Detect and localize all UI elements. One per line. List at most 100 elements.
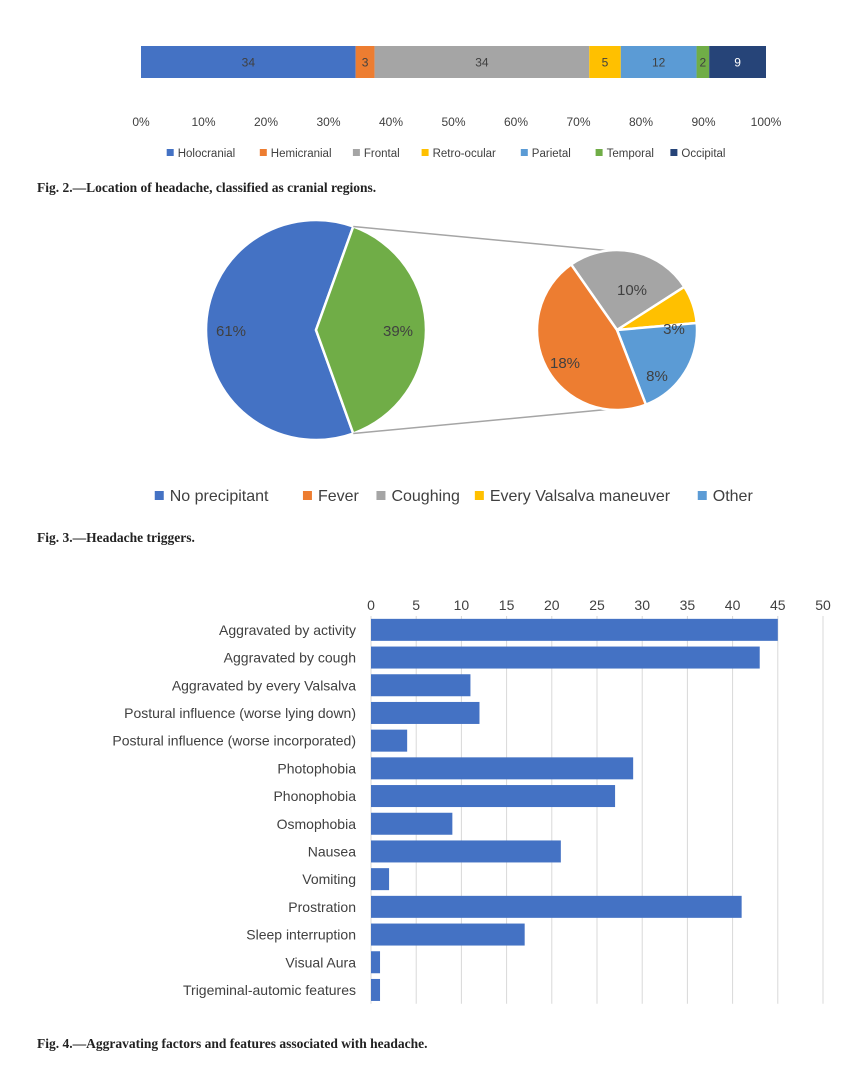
fig4-x-tick-label-1: 5 <box>412 597 420 613</box>
fig3-pie-of-pie-chart: 61% 39% 18% 10% 3% 8% No precipitant Fever Cou… <box>154 218 754 505</box>
fig2-x-tick-label-8: 80% <box>629 115 653 129</box>
fig4-x-tick-label-9: 45 <box>770 597 786 613</box>
fig3-legend-swatch-3 <box>474 491 484 500</box>
fig2-legend-label-5: Temporal <box>607 148 654 160</box>
fig4-category-label-9: Vomiting <box>302 871 356 887</box>
fig2-bar-segment-2 <box>374 46 590 78</box>
fig3-secondary-label-0: 18% <box>550 355 580 372</box>
fig2-bar-segment-0 <box>141 46 356 78</box>
fig4-category-label-8: Nausea <box>308 843 356 859</box>
fig2-bar-value-label-1: 3 <box>362 56 369 70</box>
fig3-legend-swatch-0 <box>154 491 164 500</box>
fig4-category-label-11: Sleep interruption <box>246 927 356 943</box>
fig4-category-label-13: Trigeminal-automic features <box>183 982 356 998</box>
fig4-bar-0 <box>371 618 778 641</box>
fig2-x-tick-label-9: 90% <box>691 115 715 129</box>
fig3-legend-label-4: Other <box>713 488 754 505</box>
fig4-bar-5 <box>371 757 634 780</box>
fig4-gridlines <box>370 616 824 1004</box>
fig3-secondary-label-3: 8% <box>646 368 668 385</box>
fig2-legend-swatch-5 <box>595 149 603 156</box>
fig4-x-tick-label-6: 30 <box>634 597 650 613</box>
fig4-category-label-6: Phonophobia <box>273 788 356 804</box>
fig4-bar-12 <box>371 951 381 974</box>
fig3-secondary-label-1: 10% <box>617 282 647 299</box>
fig4-category-label-2: Aggravated by every Valsalva <box>172 677 356 693</box>
fig3-main-slice-1 <box>314 224 428 436</box>
fig2-legend-label-0: Holocranial <box>178 148 236 160</box>
fig4-x-ticks: 0 5 10 15 20 25 30 35 40 45 50 <box>367 597 831 613</box>
fig2-legend-label-6: Occipital <box>681 148 725 160</box>
fig3-secondary-pie: 18% 10% 3% 8% <box>535 248 699 412</box>
fig2-legend-label-4: Parietal <box>532 148 571 160</box>
fig2-x-tick-label-0: 0% <box>132 115 150 129</box>
fig2-bar-segment-3 <box>589 46 621 78</box>
fig2-legend-label-2: Frontal <box>364 148 400 160</box>
fig2-bar-value-label-5: 2 <box>700 56 707 70</box>
fig2-legend-swatch-2 <box>352 149 360 156</box>
fig4-category-label-3: Postural influence (worse lying down) <box>124 705 356 721</box>
fig3-caption: Fig. 3.—Headache triggers. <box>37 530 195 545</box>
fig2-bar-segment-1 <box>355 46 375 78</box>
fig3-legend-swatch-2 <box>376 491 386 500</box>
fig2-bar-value-label-0: 34 <box>242 56 256 70</box>
fig4-category-label-1: Aggravated by cough <box>224 650 356 666</box>
fig2-bar-value-label-2: 34 <box>475 56 489 70</box>
fig3-legend-swatch-4 <box>697 491 707 500</box>
fig4-x-tick-label-4: 20 <box>544 597 560 613</box>
fig2-x-tick-label-1: 10% <box>191 115 215 129</box>
fig3-secondary-slice-3 <box>615 321 699 407</box>
fig4-x-tick-label-3: 15 <box>499 597 515 613</box>
fig2-bar-segment-4 <box>620 46 697 78</box>
fig4-bar-6 <box>371 785 616 808</box>
fig2-bar-segment-6 <box>709 46 766 78</box>
fig4-x-tick-label-0: 0 <box>367 597 375 613</box>
fig4-x-tick-label-5: 25 <box>589 597 605 613</box>
fig3-main-slice-0 <box>204 218 355 442</box>
fig3-legend-label-0: No precipitant <box>170 488 269 505</box>
fig4-category-label-5: Photophobia <box>277 760 356 776</box>
fig2-legend-swatch-3 <box>421 149 429 156</box>
fig4-bar-2 <box>371 674 471 697</box>
fig2-x-ticks: 0% 10% 20% 30% 40% 50% 60% 70% 80% 90% 100% <box>132 115 781 129</box>
fig2-x-tick-label-10: 100% <box>751 115 782 129</box>
fig2-x-tick-label-6: 60% <box>504 115 528 129</box>
fig3-main-label-1: 39% <box>383 323 413 340</box>
fig4-x-tick-label-2: 10 <box>454 597 470 613</box>
fig3-secondary-slice-1 <box>569 248 687 332</box>
fig3-main-pie: 61% 39% <box>204 218 428 442</box>
fig4-category-label-4: Postural influence (worse incorporated) <box>112 733 356 749</box>
fig3-legend-label-3: Every Valsalva maneuver <box>490 488 671 505</box>
fig3-secondary-slice-0 <box>535 262 648 412</box>
fig3-legend: No precipitant Fever Coughing Every Valsalv… <box>154 488 754 505</box>
fig2-legend-label-3: Retro-ocular <box>433 148 496 160</box>
fig4-bar-1 <box>371 646 760 669</box>
fig2-stacked-bar-chart: 34 3 34 5 12 2 9 0% 10% 20% 30% 40% 50% 60% 70% 80% 90%… <box>132 46 782 160</box>
fig4-bar-9 <box>371 868 390 891</box>
fig4-bar-3 <box>371 701 480 724</box>
fig4-bar-8 <box>371 840 561 863</box>
fig4-bar-10 <box>371 895 742 918</box>
fig2-legend-swatch-6 <box>670 149 678 156</box>
fig4-x-tick-label-7: 35 <box>680 597 696 613</box>
fig4-bar-13 <box>371 978 381 1001</box>
fig2-bar-segment-5 <box>696 46 710 78</box>
fig2-legend-swatch-4 <box>520 149 528 156</box>
fig4-x-tick-label-10: 50 <box>815 597 831 613</box>
fig2-caption: Fig. 2.—Location of headache, classified… <box>37 180 377 195</box>
fig2-x-tick-label-2: 20% <box>254 115 278 129</box>
fig3-legend-label-2: Coughing <box>391 488 460 505</box>
fig3-legend-label-1: Fever <box>318 488 360 505</box>
fig2-x-tick-label-7: 70% <box>566 115 590 129</box>
fig4-category-label-10: Prostration <box>288 899 356 915</box>
fig3-connector-lines <box>353 225 613 435</box>
fig2-bars: 34 3 34 5 12 2 9 <box>141 46 766 78</box>
fig2-bar-value-label-3: 5 <box>602 56 609 70</box>
fig4-horizontal-bar-chart: 0 5 10 15 20 25 30 35 40 45 50 Aggravated by activ… <box>112 597 831 1004</box>
fig3-connector-top <box>353 225 613 252</box>
fig4-category-labels: Aggravated by activity Aggravated by coug… <box>112 622 356 998</box>
fig4-bars <box>371 618 778 1001</box>
fig4-category-label-12: Visual Aura <box>285 954 356 970</box>
fig2-bar-value-label-6: 9 <box>734 56 741 70</box>
fig4-x-tick-label-8: 40 <box>725 597 741 613</box>
